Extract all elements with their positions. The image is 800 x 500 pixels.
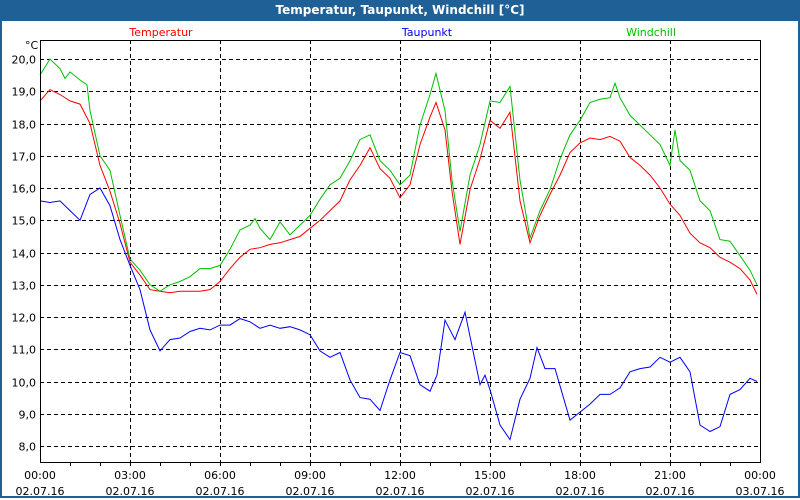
x-tick-time: 00:00 — [24, 469, 56, 482]
y-unit-label: °C — [25, 39, 39, 52]
window-title: Temperatur, Taupunkt, Windchill [°C] — [0, 0, 800, 21]
x-tick-time: 03:00 — [114, 469, 146, 482]
x-tick-time: 12:00 — [384, 469, 416, 482]
x-tick-date: 02.07.16 — [556, 485, 605, 498]
series-lines — [39, 58, 758, 441]
legend-taupunkt: Taupunkt — [401, 26, 453, 39]
y-tick-label: 14,0 — [12, 248, 37, 261]
y-tick-label: 18,0 — [12, 119, 37, 132]
y-tick-label: 12,0 — [12, 312, 37, 325]
x-tick-date: 02.07.16 — [16, 485, 65, 498]
legend-windchill: Windchill — [626, 26, 676, 39]
y-tick-label: 9,0 — [19, 409, 37, 422]
y-tick-label: 20,0 — [12, 54, 37, 67]
x-axis: 00:00 02.07.16 03:00 02.07.16 06:00 02.07.16 0… — [16, 462, 785, 498]
series-line-temperatur — [39, 88, 758, 295]
x-tick-time: 06:00 — [204, 469, 236, 482]
y-tick-label: 19,0 — [12, 86, 37, 99]
y-tick-label: 13,0 — [12, 280, 37, 293]
x-tick-date: 02.07.16 — [466, 485, 515, 498]
x-tick-time: 21:00 — [654, 469, 686, 482]
y-tick-label: 11,0 — [12, 344, 37, 357]
series-line-taupunkt — [39, 187, 758, 441]
x-tick-time: 00:00 — [744, 469, 776, 482]
x-tick-time: 09:00 — [294, 469, 326, 482]
x-tick-time: 18:00 — [564, 469, 596, 482]
x-tick-time: 15:00 — [474, 469, 506, 482]
x-tick-date: 02.07.16 — [196, 485, 245, 498]
x-tick-date: 02.07.16 — [106, 485, 155, 498]
y-tick-label: 16,0 — [12, 183, 37, 196]
y-tick-label: 8,0 — [19, 441, 37, 454]
x-tick-date: 02.07.16 — [376, 485, 425, 498]
x-tick-date: 02.07.16 — [646, 485, 695, 498]
y-tick-label: 17,0 — [12, 151, 37, 164]
y-tick-label: 10,0 — [12, 377, 37, 390]
y-tick-label: 15,0 — [12, 215, 37, 228]
grid — [40, 40, 760, 466]
x-tick-date: 02.07.16 — [286, 485, 335, 498]
y-axis: 8,0 9,0 10,0 11,0 12,0 13,0 14,0 15,0 16,0 17,0 18… — [12, 54, 37, 454]
x-tick-date: 03.07.16 — [736, 485, 785, 498]
series-line-windchill — [39, 58, 758, 292]
legend-temperatur: Temperatur — [128, 26, 193, 39]
